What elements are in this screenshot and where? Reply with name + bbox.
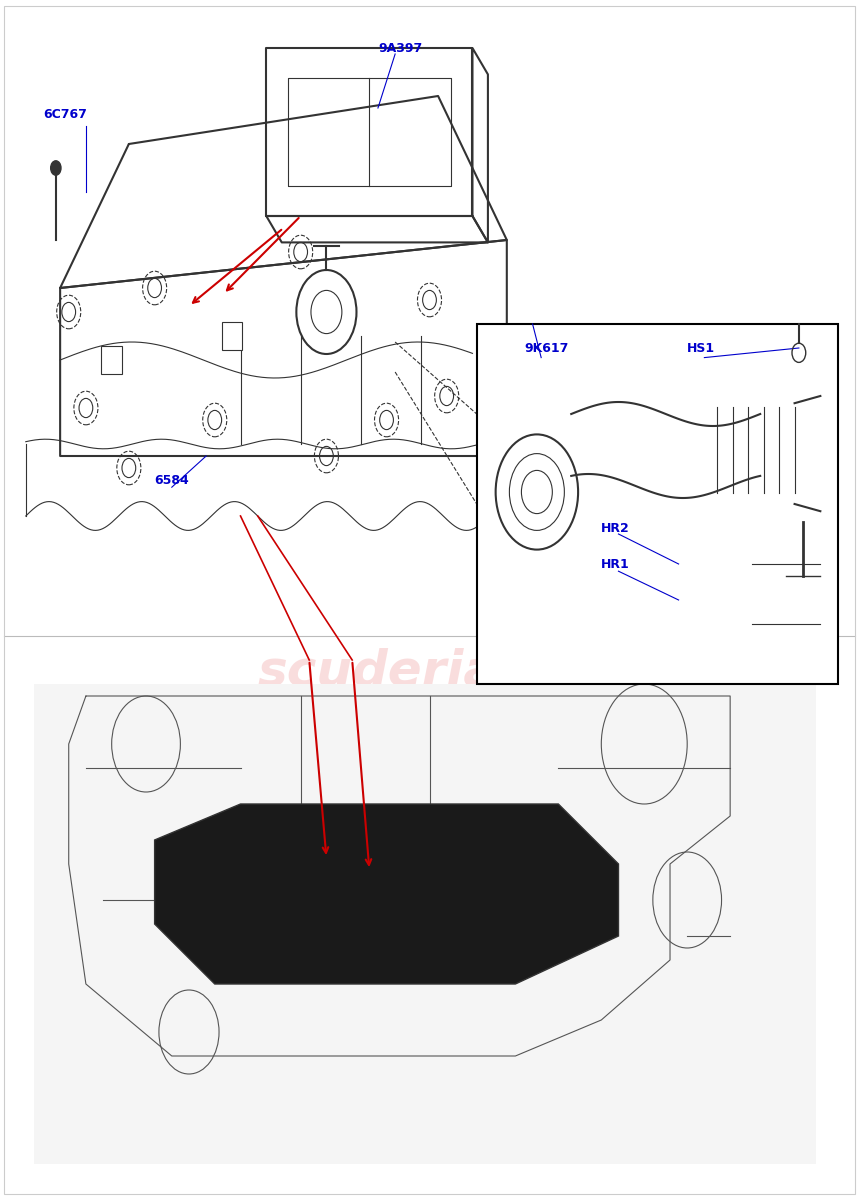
Bar: [640, 792, 661, 822]
Text: 9K617: 9K617: [524, 342, 569, 355]
Circle shape: [51, 161, 61, 175]
Bar: [477, 324, 838, 684]
Bar: [661, 822, 683, 852]
Bar: [222, 322, 242, 350]
Text: scuderia: scuderia: [258, 648, 498, 696]
Bar: [683, 792, 704, 822]
Bar: [683, 852, 704, 882]
Bar: [618, 762, 640, 792]
Bar: [661, 762, 683, 792]
Bar: [34, 684, 816, 1164]
Text: c a r   p a r t s: c a r p a r t s: [172, 708, 367, 736]
Bar: [618, 822, 640, 852]
Text: HR1: HR1: [601, 558, 630, 571]
Text: 9A397: 9A397: [378, 42, 423, 55]
Bar: [704, 762, 726, 792]
Bar: [704, 822, 726, 852]
Bar: [101, 346, 122, 374]
Bar: [640, 852, 661, 882]
Text: HR2: HR2: [601, 522, 630, 535]
Text: 6584: 6584: [155, 474, 189, 487]
Text: HS1: HS1: [687, 342, 716, 355]
Bar: [661, 882, 683, 912]
Bar: [704, 882, 726, 912]
Bar: [618, 882, 640, 912]
Polygon shape: [155, 804, 618, 984]
Text: 6C767: 6C767: [43, 108, 87, 121]
